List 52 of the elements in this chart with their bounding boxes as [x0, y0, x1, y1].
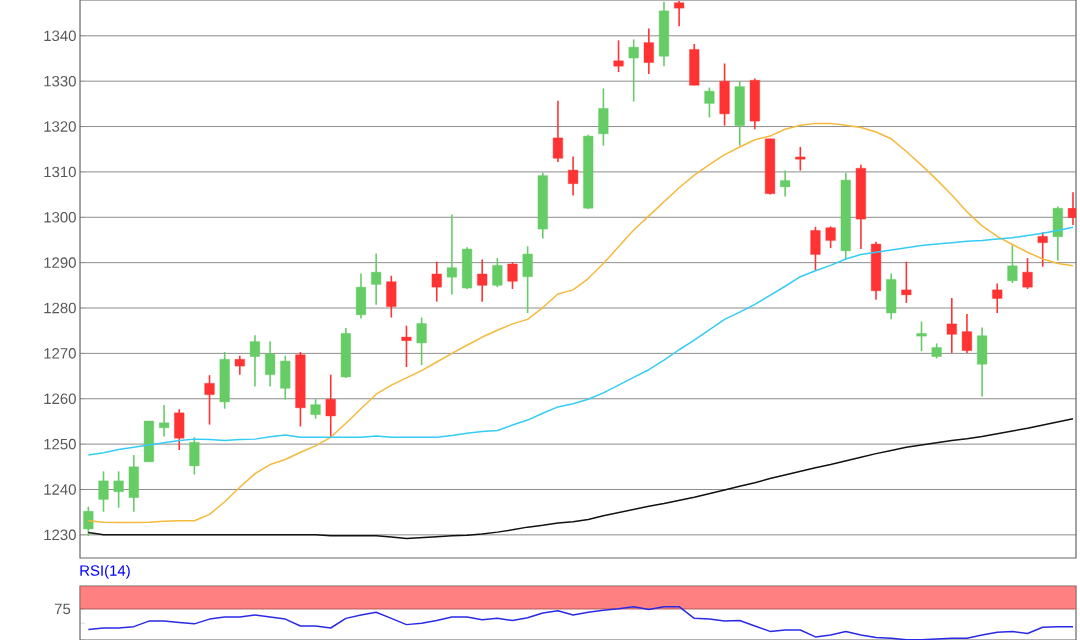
candlestick	[159, 404, 170, 438]
y-tick-label: 1240	[44, 484, 76, 495]
text: 75	[54, 603, 71, 615]
candlestick	[961, 313, 972, 354]
candlestick	[416, 316, 427, 366]
candlestick	[568, 155, 579, 197]
candlestick	[401, 324, 412, 368]
candlestick	[1022, 257, 1033, 290]
candlestick	[265, 340, 276, 388]
y-tick-label: 1320	[44, 121, 76, 132]
candlestick	[234, 354, 245, 376]
candlestick	[522, 245, 533, 314]
candlestick	[628, 38, 639, 103]
y-tick-label: 1340	[44, 30, 76, 42]
candlestick	[83, 505, 94, 537]
candlestick	[1007, 244, 1018, 284]
candlestick	[552, 99, 563, 163]
candlestick	[825, 225, 836, 249]
candlestick	[674, 0, 685, 28]
candlestick	[916, 320, 927, 352]
candlestick	[98, 470, 109, 513]
candlestick	[371, 252, 382, 306]
y-tick-label: 1300	[44, 211, 76, 223]
y-tick-label: 1290	[44, 257, 76, 268]
y-tick-label: 1230	[44, 529, 76, 541]
candlestick	[189, 436, 200, 476]
y-tick-label: 1330	[44, 75, 76, 87]
candlestick	[992, 282, 1003, 314]
candlestick	[643, 27, 654, 75]
y-tick-label: 1260	[44, 393, 76, 405]
candlestick	[113, 470, 124, 509]
candlestick	[507, 261, 518, 290]
candlestick	[431, 260, 442, 303]
candlestick	[492, 257, 503, 288]
candlestick	[780, 169, 791, 198]
candlestick	[1037, 231, 1048, 268]
candlestick	[795, 146, 806, 172]
candlestick	[613, 39, 624, 73]
candlestick	[446, 213, 457, 296]
y-tick-label: 1310	[44, 166, 76, 178]
chart-title: RSI(14)	[80, 564, 130, 579]
candlestick	[946, 297, 957, 354]
y-tick-label: 1280	[44, 302, 76, 314]
candlestick	[204, 374, 215, 426]
candlestick	[704, 86, 715, 119]
candlestick	[477, 258, 488, 303]
y-tick-label: 1250	[44, 438, 76, 450]
candlestick	[249, 334, 261, 388]
candlestick	[325, 373, 336, 439]
y-tick-label: 1270	[44, 348, 76, 359]
candlestick	[310, 398, 321, 420]
candlestick	[901, 260, 912, 304]
